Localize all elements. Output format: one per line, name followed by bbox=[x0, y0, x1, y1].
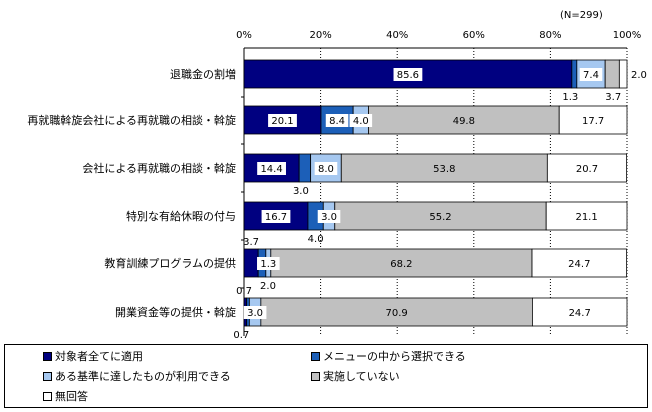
value-label: 0.7 bbox=[233, 330, 249, 341]
note-n: (N=299) bbox=[560, 10, 603, 21]
category-label: 再就職斡旋会社による再就職の相談・斡旋 bbox=[27, 113, 236, 127]
value-label: 20.1 bbox=[271, 116, 293, 127]
value-label: 49.8 bbox=[453, 116, 475, 127]
value-label: 24.7 bbox=[568, 259, 590, 270]
value-label: 17.7 bbox=[582, 116, 604, 127]
x-axis-ticks: 0% 20% 40% 60% 80% 100% bbox=[236, 30, 641, 41]
bar-segment bbox=[334, 201, 547, 231]
x-tick-label: 40% bbox=[386, 30, 408, 41]
legend-label-2: ある基準に達したものが利用できる bbox=[55, 370, 231, 383]
category-label: 特別な有給休暇の付与 bbox=[126, 209, 236, 223]
value-label: 1.3 bbox=[260, 259, 276, 270]
legend-label-0: 対象者全てに適用 bbox=[55, 350, 143, 363]
category-label: 開業資金等の提供・斡旋 bbox=[115, 305, 236, 319]
value-label: 14.4 bbox=[260, 164, 282, 175]
value-label: 3.7 bbox=[243, 237, 259, 248]
bar-segment bbox=[558, 105, 628, 135]
bar-segment bbox=[340, 153, 548, 183]
value-label: 2.0 bbox=[631, 70, 647, 81]
legend-swatch-3 bbox=[311, 371, 320, 381]
legend: 対象者全てに適用 メニューの中から選択できる ある基準に達したものが利用できる … bbox=[4, 344, 648, 408]
bar-segment bbox=[368, 105, 560, 135]
bar-segment bbox=[531, 297, 628, 327]
x-tick-label: 100% bbox=[613, 30, 642, 41]
value-label: 4.0 bbox=[308, 234, 324, 245]
legend-item-4: 無回答 bbox=[43, 390, 88, 404]
value-label: 3.0 bbox=[293, 186, 309, 197]
bar-segment bbox=[571, 59, 578, 89]
category-label: 会社による再就職の相談・斡旋 bbox=[82, 161, 236, 175]
value-label: 20.7 bbox=[576, 164, 598, 175]
value-label-box bbox=[257, 257, 280, 270]
value-label: 3.0 bbox=[321, 212, 337, 223]
legend-item-1: メニューの中から選択できる bbox=[311, 350, 466, 364]
value-label-box bbox=[317, 210, 341, 223]
value-label-box bbox=[393, 68, 423, 81]
gridlines bbox=[241, 47, 628, 336]
x-tick-label: 60% bbox=[463, 30, 485, 41]
value-label-box bbox=[243, 306, 267, 319]
bar-segment bbox=[531, 248, 628, 278]
value-label: 3.0 bbox=[247, 308, 263, 319]
value-label: 8.4 bbox=[329, 116, 345, 127]
category-label: 退職金の割増 bbox=[170, 67, 236, 81]
value-label-box bbox=[349, 114, 373, 127]
value-label: 70.9 bbox=[385, 308, 407, 319]
value-label: 2.0 bbox=[260, 281, 276, 292]
x-tick-label: 0% bbox=[236, 30, 252, 41]
legend-swatch-1 bbox=[311, 351, 320, 361]
legend-item-3: 実施していない bbox=[311, 370, 400, 384]
value-label-box bbox=[261, 210, 291, 223]
legend-swatch-4 bbox=[43, 391, 52, 401]
category-labels: 退職金の割増再就職斡旋会社による再就職の相談・斡旋会社による再就職の相談・斡旋特… bbox=[27, 67, 236, 319]
legend-swatch-2 bbox=[43, 371, 52, 381]
value-label: 0.7 bbox=[236, 286, 252, 297]
x-tick-label: 20% bbox=[309, 30, 331, 41]
value-labels: 85.6 1.3 7.4 3.7 2.0 20.1 8.4 4.0 49.8 17.7 14.4 3.… bbox=[233, 68, 647, 341]
bar-segment bbox=[545, 201, 628, 231]
value-label: 4.0 bbox=[353, 116, 369, 127]
legend-swatch-0 bbox=[43, 351, 52, 361]
bar-segment bbox=[546, 153, 628, 183]
value-label: 55.2 bbox=[429, 212, 451, 223]
legend-item-0: 対象者全てに適用 bbox=[43, 350, 143, 364]
value-label-box bbox=[268, 114, 297, 127]
legend-label-1: メニューの中から選択できる bbox=[323, 350, 466, 363]
value-label: 16.7 bbox=[265, 212, 287, 223]
stacked-bar-chart: 0% 20% 40% 60% 80% 100% 退職金の割増再就職斡旋会社による再就職の相… bbox=[27, 30, 647, 341]
bar-segment bbox=[298, 153, 312, 183]
value-label: 24.7 bbox=[569, 308, 591, 319]
bars bbox=[243, 59, 628, 327]
category-label: 教育訓練プログラムの提供 bbox=[104, 256, 236, 270]
legend-item-2: ある基準に達したものが利用できる bbox=[43, 370, 231, 384]
value-label-box bbox=[579, 68, 603, 81]
value-label: 8.0 bbox=[318, 164, 334, 175]
value-label: 7.4 bbox=[583, 70, 599, 81]
legend-label-4: 無回答 bbox=[55, 390, 88, 403]
bar-segment bbox=[243, 248, 259, 278]
bar-segment bbox=[618, 59, 628, 89]
value-label: 68.2 bbox=[390, 259, 412, 270]
value-label-box bbox=[314, 162, 338, 175]
legend-label-3: 実施していない bbox=[323, 370, 400, 383]
value-label-box bbox=[325, 114, 349, 127]
x-tick-label: 80% bbox=[539, 30, 561, 41]
value-label-box bbox=[257, 162, 286, 175]
value-label: 1.3 bbox=[562, 92, 578, 103]
bar-segment bbox=[260, 297, 533, 327]
value-label: 3.7 bbox=[605, 92, 621, 103]
bar-segment bbox=[604, 59, 620, 89]
value-label: 53.8 bbox=[433, 164, 455, 175]
value-label: 21.1 bbox=[575, 212, 597, 223]
value-label: 85.6 bbox=[397, 70, 419, 81]
